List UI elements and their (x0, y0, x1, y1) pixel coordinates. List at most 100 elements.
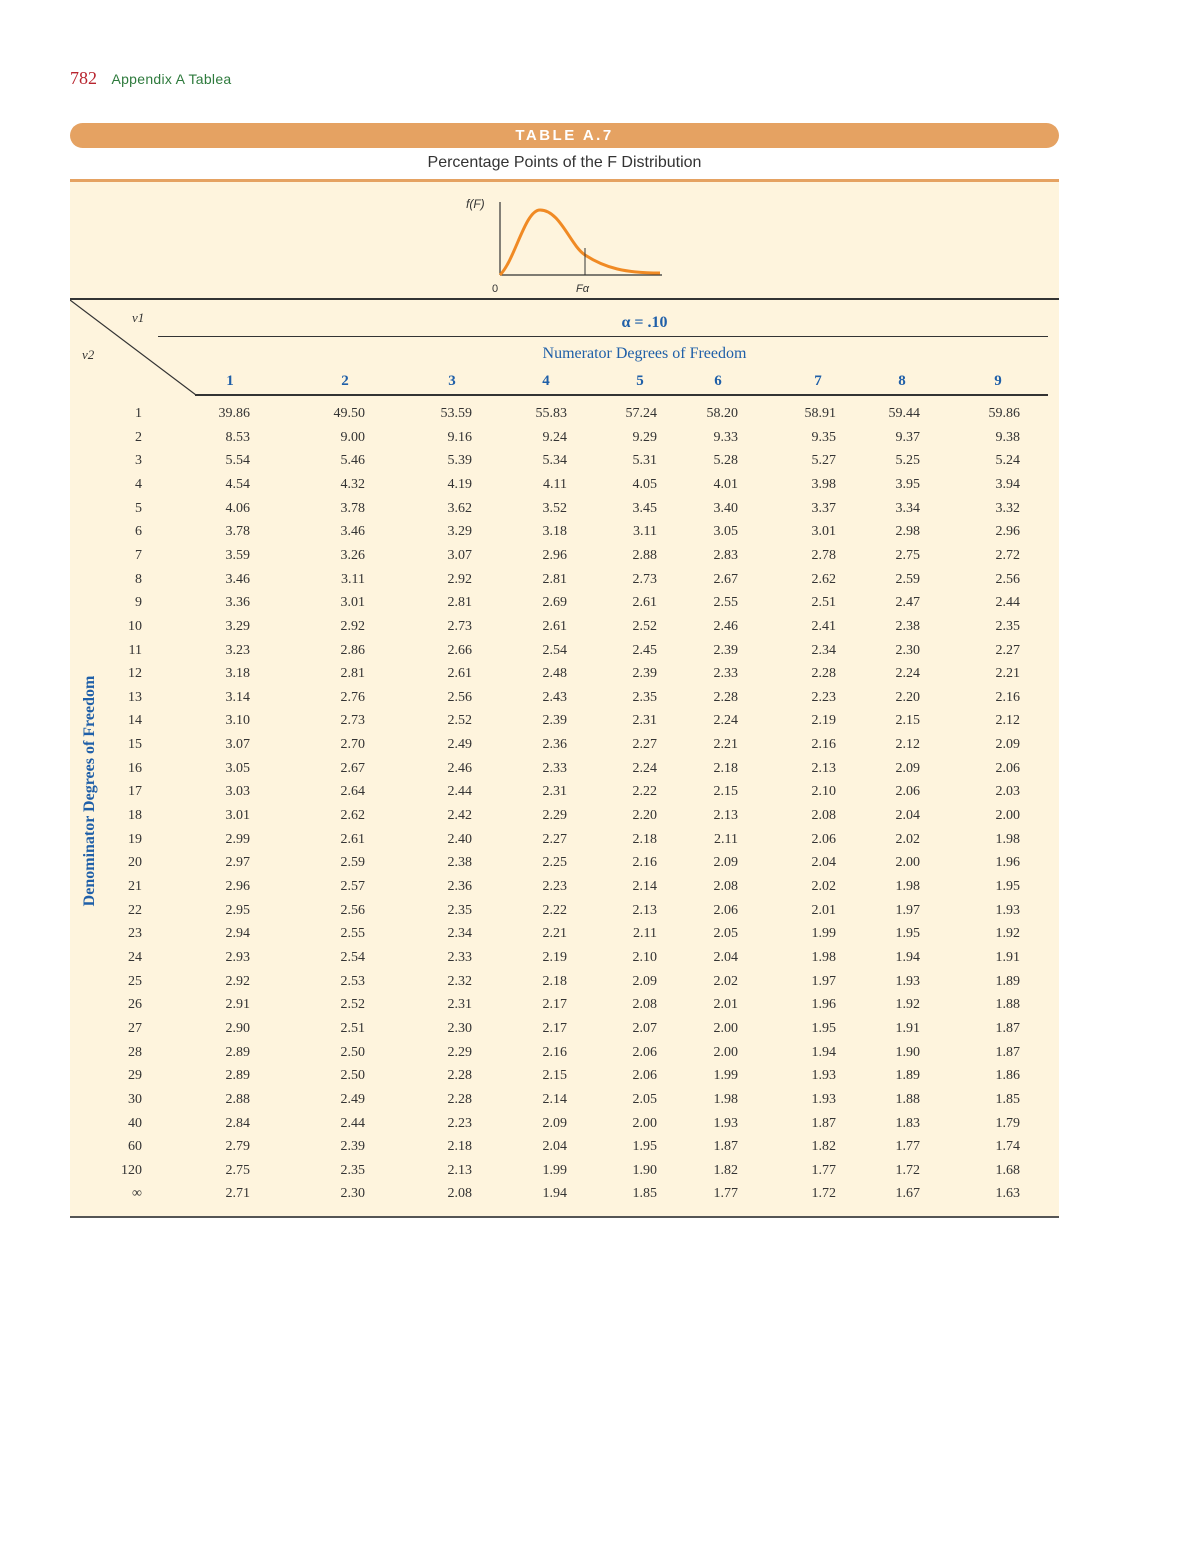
table-cell: 3.01 (340, 595, 366, 611)
table-cell: 2.33 (713, 666, 739, 682)
table-cell: 2.91 (225, 997, 251, 1013)
table-cell: 2.32 (447, 973, 473, 989)
table-cell: 3.98 (811, 476, 837, 492)
table-cell: 5.25 (895, 453, 921, 469)
table-cell: 2.27 (995, 642, 1021, 658)
table-cell: 2.31 (447, 997, 473, 1013)
table-cell: 2.04 (811, 855, 837, 871)
table-cell: 2.06 (811, 831, 837, 847)
table-cell: 2.33 (447, 949, 473, 965)
table-cell: 2.06 (895, 784, 921, 800)
table-cell: 9.00 (340, 429, 366, 445)
table-cell: 2.13 (632, 902, 658, 918)
row-df-label: 22 (128, 902, 142, 918)
table-cell: 3.03 (225, 784, 251, 800)
table-cell: 1.96 (995, 855, 1021, 871)
table-cell: 1.63 (995, 1186, 1021, 1202)
row-df-label: 20 (128, 855, 142, 871)
table-cell: 8.53 (225, 429, 251, 445)
table-cell: 2.20 (632, 808, 658, 824)
table-cell: 1.72 (895, 1162, 921, 1178)
table-cell: 9.16 (447, 429, 473, 445)
table-cell: 2.61 (542, 618, 568, 634)
table-cell: 1.98 (995, 831, 1021, 847)
table-cell: 3.07 (225, 737, 251, 753)
page-number: 782 (70, 68, 97, 88)
table-cell: 1.94 (811, 1044, 837, 1060)
table-cell: 4.11 (543, 476, 567, 492)
table-cell: 2.38 (895, 618, 921, 634)
table-cell: 2.98 (895, 524, 921, 540)
table-cell: 5.24 (995, 453, 1021, 469)
row-df-label: 120 (121, 1162, 142, 1178)
table-cell: 1.92 (995, 926, 1021, 942)
table-cell: 2.21 (995, 666, 1021, 682)
table-cell: 2.04 (895, 808, 921, 824)
table-cell: 2.41 (811, 618, 837, 634)
table-cell: 2.49 (340, 1091, 366, 1107)
table-cell: 1.77 (811, 1162, 837, 1178)
table-cell: 1.90 (632, 1162, 658, 1178)
table-cell: 59.86 (988, 406, 1021, 421)
row-df-label: 6 (135, 524, 142, 540)
table-cell: 2.08 (447, 1186, 473, 1202)
table-cell: 2.10 (632, 949, 658, 965)
row-df-label: 17 (128, 784, 142, 800)
table-cell: 2.01 (713, 997, 739, 1013)
table-cell: 2.66 (447, 642, 473, 658)
row-df-label: 24 (128, 949, 142, 965)
table-cell: 5.27 (811, 453, 837, 469)
table-cell: 2.02 (713, 973, 739, 989)
table-cell: 2.44 (340, 1115, 366, 1131)
table-cell: 2.22 (632, 784, 658, 800)
table-cell: 1.99 (542, 1162, 568, 1178)
row-df-label: 5 (135, 500, 142, 516)
table-cell: 1.93 (713, 1115, 739, 1131)
table-cell: 3.94 (995, 476, 1021, 492)
column-header: 3 (448, 373, 456, 389)
table-cell: 3.46 (340, 524, 366, 540)
table-cell: 2.73 (447, 618, 473, 634)
table-cell: 2.93 (225, 949, 251, 965)
table-cell: 2.02 (895, 831, 921, 847)
table-cell: 9.24 (542, 429, 568, 445)
table-cell: 2.79 (225, 1139, 251, 1155)
table-cell: 2.44 (447, 784, 473, 800)
table-cell: 1.95 (632, 1139, 658, 1155)
table-cell: 2.72 (995, 547, 1021, 563)
table-cell: 2.62 (811, 571, 837, 587)
table-cell: 2.62 (340, 808, 366, 824)
header-top-rule (70, 298, 1059, 300)
table-cell: 1.99 (811, 926, 837, 942)
table-cell: 3.05 (225, 760, 251, 776)
table-cell: 2.67 (713, 571, 739, 587)
table-cell: 2.39 (542, 713, 568, 729)
table-cell: 57.24 (625, 406, 658, 421)
table-cell: 2.02 (811, 879, 837, 894)
row-df-label: 12 (128, 666, 142, 682)
row-df-label: 16 (128, 760, 142, 776)
table-cell: 2.39 (713, 642, 739, 658)
table-cell: 1.95 (811, 1020, 837, 1036)
table-cell: 3.11 (341, 571, 365, 587)
table-cell: 2.31 (632, 713, 658, 729)
table-cell: 2.16 (995, 689, 1021, 705)
table-cell: 1.68 (995, 1162, 1021, 1178)
table-cell: 3.46 (225, 571, 251, 587)
table-cell: 2.31 (542, 784, 568, 800)
table-cell: 4.54 (225, 476, 251, 492)
table-cell: 2.88 (225, 1091, 251, 1107)
table-cell: 2.78 (811, 547, 837, 563)
table-cell: 1.93 (895, 973, 921, 989)
table-cell: 2.54 (542, 642, 568, 658)
row-df-label: 27 (128, 1020, 142, 1036)
table-cell: 58.20 (706, 406, 739, 421)
table-cell: 4.06 (225, 500, 251, 516)
table-cell: 2.81 (542, 571, 568, 587)
table-cell: 2.57 (340, 879, 366, 894)
table-cell: 2.23 (811, 689, 837, 705)
table-cell: 1.92 (895, 997, 921, 1013)
table-cell: 9.29 (632, 429, 658, 445)
table-cell: 5.34 (542, 453, 568, 469)
table-cell: 2.55 (340, 926, 366, 942)
